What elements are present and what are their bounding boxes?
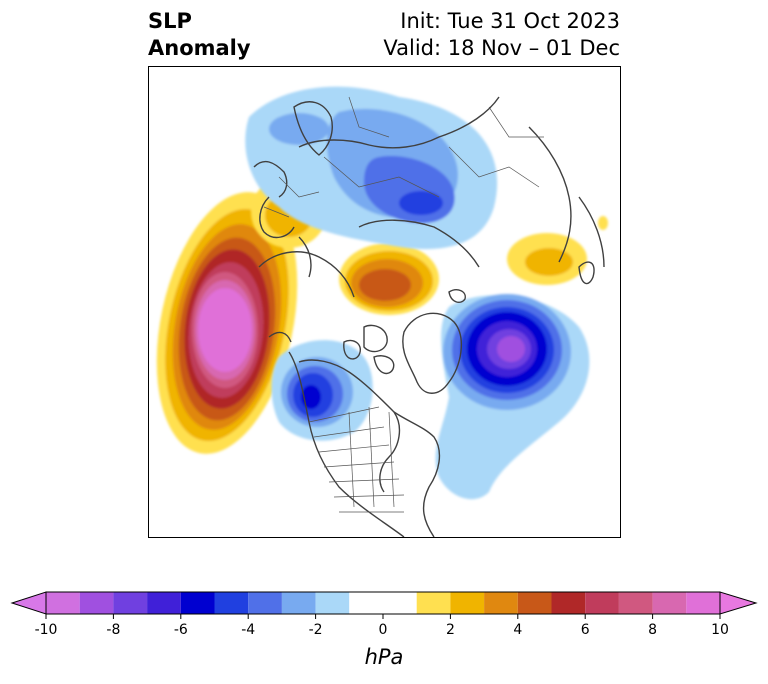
- anomaly-low-north-america: [271, 340, 373, 441]
- colorbar-segment: [349, 592, 417, 614]
- colorbar-segment: [450, 592, 485, 614]
- colorbar-segment: [686, 592, 720, 614]
- colorbar-tick-label: 6: [581, 622, 590, 638]
- colorbar-segment: [618, 592, 653, 614]
- colorbar-segment: [281, 592, 316, 614]
- title-right: Init: Tue 31 Oct 2023 Valid: 18 Nov – 01…: [383, 8, 620, 62]
- colorbar-segment: [517, 592, 552, 614]
- slp-anomaly-map: [148, 66, 621, 538]
- colorbar: -10 -8 -6 -4 -2 0 2 4 6 8 10: [10, 588, 758, 644]
- colorbar-segment: [147, 592, 181, 614]
- colorbar-extend-max: [719, 591, 758, 615]
- anomaly-high-siberia: [339, 243, 439, 315]
- colorbar-segment: [315, 592, 350, 614]
- colorbar-tick-label: 2: [446, 622, 455, 638]
- colorbar-segment: [551, 592, 586, 614]
- colorbar-segment: [46, 592, 80, 614]
- colorbar-segment: [416, 592, 451, 614]
- colorbar-tick-label: -10: [35, 622, 58, 638]
- colorbar-tick-label: -6: [174, 622, 188, 638]
- colorbar-tick-label: 10: [711, 622, 729, 638]
- colorbar-extend-min: [10, 591, 47, 615]
- map-canvas: [156, 86, 608, 537]
- colorbar-tick-label: -2: [309, 622, 323, 638]
- colorbar-segment: [113, 592, 148, 614]
- colorbar-tick-label: -8: [106, 622, 120, 638]
- anomaly-low-north-atlantic: [435, 294, 590, 500]
- colorbar-tick-label: 0: [379, 622, 388, 638]
- colorbar-tick-label: -4: [241, 622, 255, 638]
- colorbar-segment: [248, 592, 282, 614]
- title-left: SLP Anomaly: [148, 8, 251, 62]
- colorbar-segment: [180, 592, 215, 614]
- anomaly-high-japan: [507, 216, 608, 285]
- title-variable: SLP: [148, 9, 192, 33]
- colorbar-segment: [484, 592, 518, 614]
- colorbar-tick-label: 8: [648, 622, 657, 638]
- borders: [263, 96, 544, 513]
- colorbar-svg: -10 -8 -6 -4 -2 0 2 4 6 8 10: [10, 591, 758, 638]
- anomaly-high-pacific: [156, 192, 298, 454]
- coastlines: [253, 96, 605, 537]
- colorbar-unit-label: hPa: [364, 645, 404, 669]
- init-date: Init: Tue 31 Oct 2023: [400, 9, 620, 33]
- anomaly-low-russia: [245, 86, 498, 250]
- colorbar-segment: [79, 592, 114, 614]
- colorbar-segment: [652, 592, 687, 614]
- title-quantity: Anomaly: [148, 36, 251, 60]
- valid-range: Valid: 18 Nov – 01 Dec: [383, 36, 620, 60]
- colorbar-tick-label: 4: [513, 622, 522, 638]
- colorbar-segment: [214, 592, 249, 614]
- colorbar-segment: [585, 592, 619, 614]
